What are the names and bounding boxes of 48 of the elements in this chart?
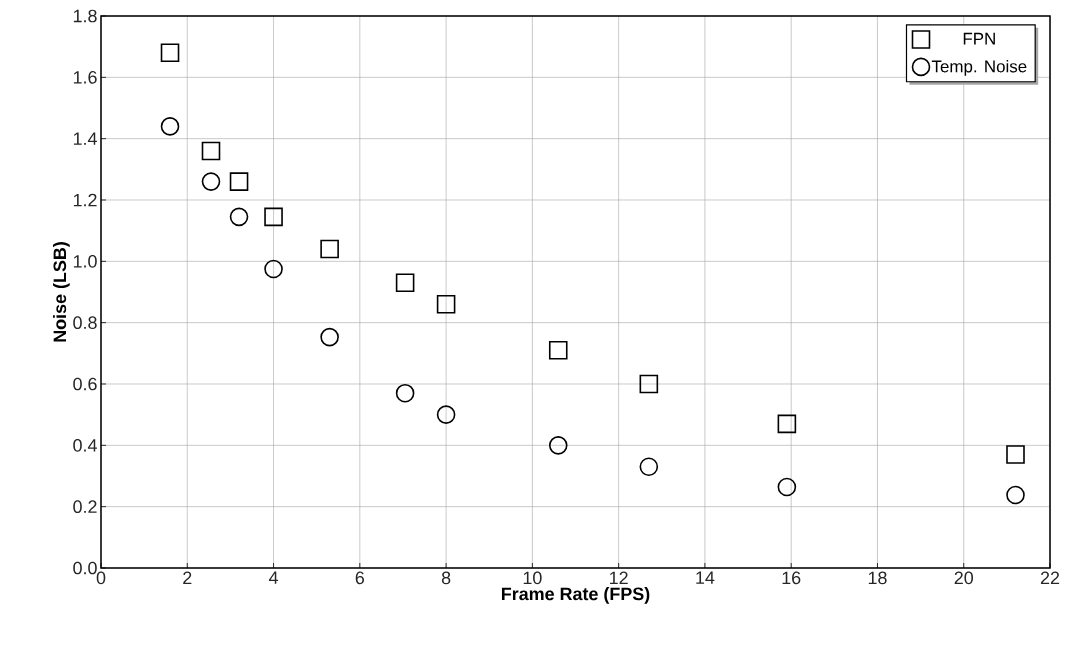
x-tick-label: 6 xyxy=(355,571,365,585)
y-tick-label: 1.0 xyxy=(73,254,97,268)
y-tick-label: 1.6 xyxy=(73,70,97,84)
y-tick-label: 1.2 xyxy=(73,193,97,207)
x-tick-label: 18 xyxy=(868,571,887,585)
point xyxy=(436,405,456,424)
point xyxy=(548,340,568,360)
y-tick-label: 1.4 xyxy=(73,132,97,145)
x-tick-label: 16 xyxy=(782,571,801,585)
y-tick-label: 0.8 xyxy=(73,316,97,330)
x-tick-label: 8 xyxy=(441,571,451,585)
point xyxy=(777,414,797,434)
point xyxy=(1006,445,1025,464)
y-tick-label: 0.4 xyxy=(73,438,97,452)
point xyxy=(229,207,249,227)
y-axis-title: Noise (LSB) xyxy=(52,242,70,342)
x-tick-label: 2 xyxy=(183,571,192,585)
point xyxy=(395,383,415,403)
x-tick-label: 0 xyxy=(96,571,106,585)
point xyxy=(264,259,283,279)
point xyxy=(395,273,415,293)
point xyxy=(639,457,659,477)
point xyxy=(160,43,180,63)
point xyxy=(548,436,568,455)
point xyxy=(160,117,180,136)
x-tick-label: 14 xyxy=(696,571,715,584)
point xyxy=(320,327,339,347)
point xyxy=(201,172,221,191)
point xyxy=(320,239,339,259)
point xyxy=(1006,485,1025,505)
y-tick-label: 1.8 xyxy=(73,9,97,23)
y-tick-label: 0.6 xyxy=(73,377,97,391)
y-tick-label: 0.0 xyxy=(73,561,97,575)
point xyxy=(777,477,797,497)
point xyxy=(436,294,456,314)
point xyxy=(229,172,249,191)
point xyxy=(264,207,283,227)
legend-label: FPN xyxy=(963,32,995,45)
x-tick-label: 20 xyxy=(954,571,974,585)
x-axis-title: Frame Rate (FPS) xyxy=(501,587,650,604)
x-tick-label: 22 xyxy=(1040,571,1060,585)
x-tick-label: 4 xyxy=(268,571,279,584)
x-tick-label: 10 xyxy=(523,571,542,585)
y-tick-label: 0.2 xyxy=(73,500,97,514)
point xyxy=(639,374,659,394)
legend-label: Temp. Noise xyxy=(931,60,1027,76)
x-tick-label: 12 xyxy=(610,571,628,585)
point xyxy=(201,141,221,161)
